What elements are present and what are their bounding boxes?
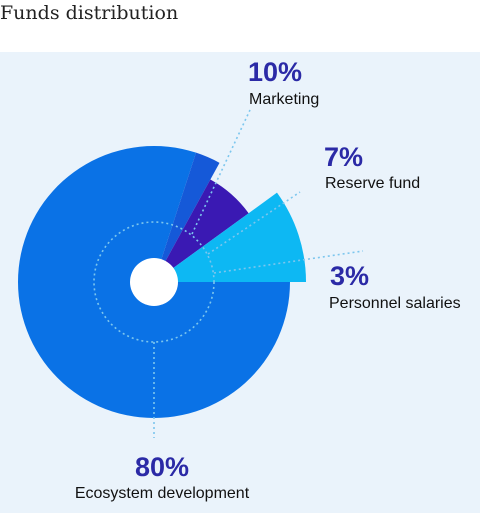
- leader-line-personnel-salaries: [213, 250, 364, 274]
- slice-label-ecosystem-development: Ecosystem development: [75, 485, 250, 502]
- dotted-ring: [93, 221, 215, 343]
- slice-percent-ecosystem-development: 80%: [135, 452, 189, 482]
- slice-label-personnel-salaries: Personnel salaries: [329, 295, 461, 312]
- slice-label-marketing: Marketing: [249, 91, 319, 108]
- slice-personnel-salaries: [154, 152, 220, 282]
- slice-label-reserve-fund: Reserve fund: [325, 175, 420, 192]
- slice-percent-personnel-salaries: 3%: [330, 261, 369, 291]
- slice-percent-marketing: 10%: [248, 57, 302, 87]
- donut-hole: [130, 258, 178, 306]
- slice-marketing: [154, 192, 306, 282]
- leader-lines: [93, 109, 364, 438]
- slice-reserve-fund: [154, 179, 249, 282]
- leader-line-reserve-fund: [207, 191, 301, 255]
- slice-percent-reserve-fund: 7%: [324, 142, 363, 172]
- page-title: Funds distribution: [0, 2, 179, 24]
